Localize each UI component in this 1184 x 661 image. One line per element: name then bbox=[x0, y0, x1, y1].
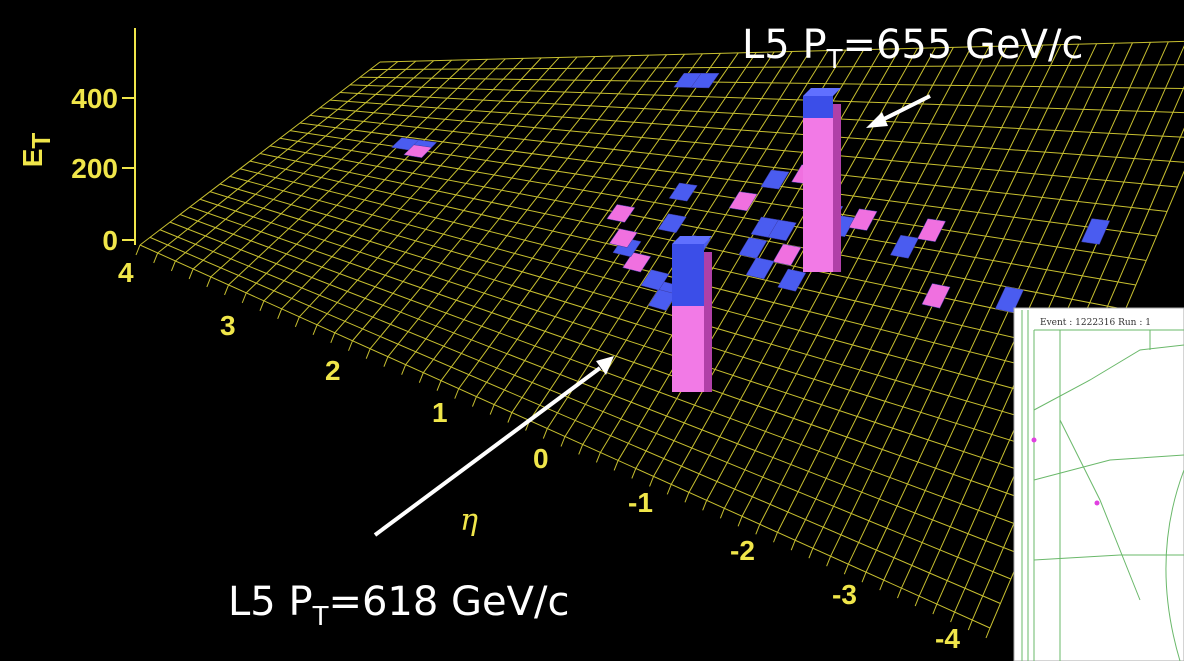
eta-tick: -3 bbox=[832, 579, 857, 610]
energy-tick: 400 bbox=[71, 83, 118, 114]
energy-tick: 0 bbox=[102, 225, 118, 256]
tower-em bbox=[672, 306, 704, 392]
tower-side bbox=[833, 104, 841, 272]
eta-tick: -2 bbox=[730, 535, 755, 566]
annotation: L5 PT=618 GeV/c bbox=[228, 579, 569, 632]
annotation-text: L5 P bbox=[742, 22, 827, 68]
tower-hadronic bbox=[803, 96, 833, 118]
annotation: L5 PT=655 GeV/c bbox=[742, 22, 1083, 75]
annotation-sub: T bbox=[312, 602, 329, 632]
inset-header: Event : 1222316 Run : 1 bbox=[1040, 318, 1151, 328]
tower-hadronic bbox=[672, 244, 704, 306]
eta-tick: -4 bbox=[935, 623, 960, 654]
energy-tick: 200 bbox=[71, 153, 118, 184]
annotation-sub: T bbox=[826, 45, 843, 75]
eta-tick: 2 bbox=[325, 355, 341, 386]
annotation-text: =618 GeV/c bbox=[328, 579, 569, 625]
hit bbox=[1095, 501, 1100, 506]
inset-panel bbox=[1014, 308, 1184, 661]
tower-em bbox=[803, 118, 833, 272]
eta-tick: -1 bbox=[628, 487, 653, 518]
inset: Event : 1222316 Run : 1 bbox=[1014, 308, 1184, 661]
label-sub: T bbox=[26, 133, 56, 149]
eta-tick: 1 bbox=[432, 397, 448, 428]
event-display: 400 200 0 ET 4 3 2 1 0 -1 -2 -3 -4 η L5 … bbox=[0, 0, 1184, 661]
tower-side bbox=[704, 252, 712, 392]
background bbox=[0, 0, 1184, 661]
eta-tick: 4 bbox=[118, 257, 134, 288]
annotation-text: =655 GeV/c bbox=[842, 22, 1083, 68]
eta-tick: 0 bbox=[533, 443, 549, 474]
annotation-text: L5 P bbox=[228, 579, 313, 625]
hit bbox=[1032, 438, 1037, 443]
eta-axis-label: η bbox=[460, 503, 478, 538]
label-main: E bbox=[17, 149, 48, 168]
eta-tick: 3 bbox=[220, 310, 236, 341]
